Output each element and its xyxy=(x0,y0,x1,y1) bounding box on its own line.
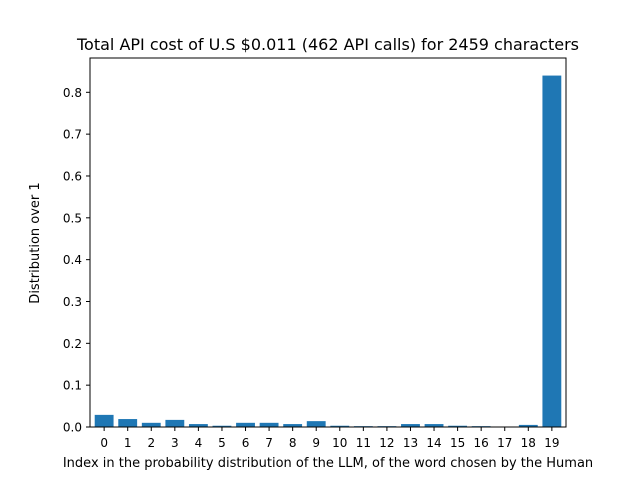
plot-frame xyxy=(89,57,567,428)
bar-10 xyxy=(330,425,350,427)
x-tick-label-11: 11 xyxy=(356,436,371,450)
bar-13 xyxy=(401,424,420,427)
x-tick-label-12: 12 xyxy=(379,436,394,450)
bar-3 xyxy=(165,419,185,427)
x-tick-label-15: 15 xyxy=(450,436,465,450)
bar-6 xyxy=(236,422,255,427)
y-tick-label-0.2: 0.2 xyxy=(63,337,82,351)
bar-9 xyxy=(306,421,326,427)
x-tick-label-13: 13 xyxy=(403,436,418,450)
x-axis-label: Index in the probability distribution of… xyxy=(63,456,593,471)
y-tick-label-0.5: 0.5 xyxy=(63,211,82,225)
x-tick-label-17: 17 xyxy=(497,436,512,450)
bar-8 xyxy=(283,424,303,427)
bar-7 xyxy=(259,422,279,427)
x-tick-label-1: 1 xyxy=(124,436,132,450)
x-tick-label-14: 14 xyxy=(426,436,441,450)
x-tick-label-4: 4 xyxy=(195,436,203,450)
x-axis: 0 1 2 3 4 5 6 7 8 9 10 11 12 13 14 15 16 17 18 19 xyxy=(100,427,560,450)
bar-4 xyxy=(188,424,208,427)
x-tick-label-8: 8 xyxy=(289,436,297,450)
x-tick-label-0: 0 xyxy=(100,436,108,450)
bar-15 xyxy=(448,425,468,427)
y-tick-label-0.4: 0.4 xyxy=(63,253,82,267)
y-tick-label-0.8: 0.8 xyxy=(63,86,82,100)
x-tick-label-9: 9 xyxy=(312,436,320,450)
x-tick-label-18: 18 xyxy=(521,436,536,450)
bar-19 xyxy=(542,75,562,427)
x-tick-label-3: 3 xyxy=(171,436,179,450)
chart-title: Total API cost of U.S $0.011 (462 API ca… xyxy=(76,35,579,54)
y-tick-label-0.7: 0.7 xyxy=(63,128,82,142)
x-tick-label-2: 2 xyxy=(147,436,155,450)
y-tick-label-0.0: 0.0 xyxy=(63,421,82,435)
y-tick-label-0.3: 0.3 xyxy=(63,295,82,309)
y-axis-label: Distribution over 1 xyxy=(28,182,43,303)
x-tick-label-19: 19 xyxy=(544,436,559,450)
bar-2 xyxy=(141,422,161,427)
x-tick-label-5: 5 xyxy=(218,436,226,450)
bar-1 xyxy=(118,419,138,427)
y-axis: 0.0 0.1 0.2 0.3 0.4 0.5 0.6 0.7 0.8 xyxy=(63,86,90,435)
bar-14 xyxy=(424,424,444,427)
x-tick-label-7: 7 xyxy=(265,436,273,450)
y-tick-label-0.1: 0.1 xyxy=(63,379,82,393)
y-tick-label-0.6: 0.6 xyxy=(63,169,82,183)
bar-18 xyxy=(518,424,538,427)
x-tick-label-16: 16 xyxy=(474,436,489,450)
x-tick-label-10: 10 xyxy=(332,436,347,450)
x-tick-label-6: 6 xyxy=(242,436,250,450)
bar-5 xyxy=(212,425,232,427)
bar-0 xyxy=(94,414,114,427)
bars-group xyxy=(94,75,562,427)
